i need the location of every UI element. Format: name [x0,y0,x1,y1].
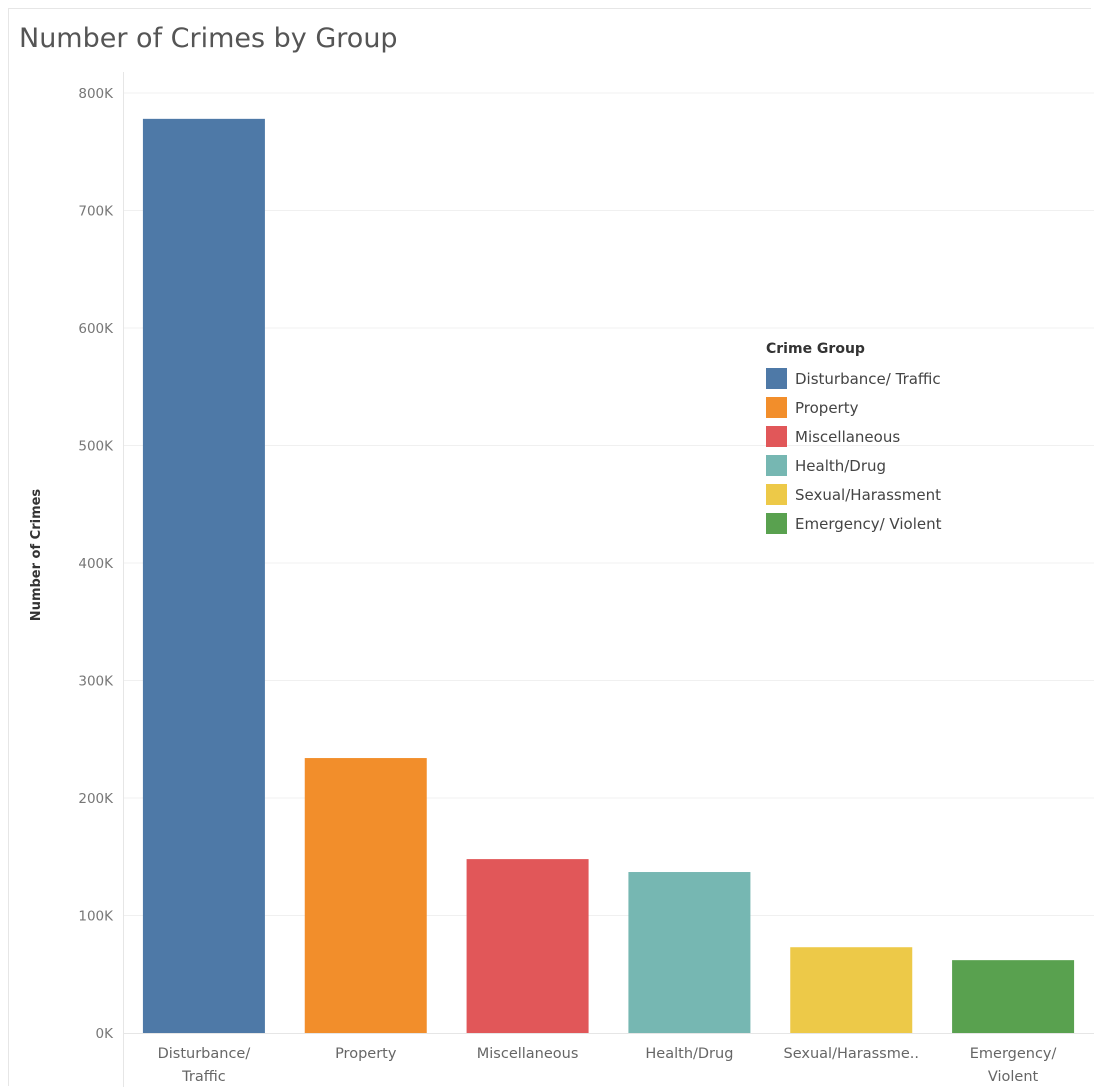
legend-swatch [766,455,787,476]
x-tick-label: Traffic [181,1069,226,1085]
legend-label: Emergency/ Violent [795,514,942,533]
legend-swatch [766,513,787,534]
legend-swatch [766,484,787,505]
y-axis-ticks: 0K 100K 200K 300K 400K 500K 600K 700K 800K [78,86,114,1042]
bar[interactable] [304,758,427,1033]
legend-item-health-drug[interactable]: Health/Drug [766,451,941,480]
bars [142,118,1075,1034]
bar[interactable] [466,859,589,1033]
legend-label: Property [795,398,859,417]
legend-item-sexual-harassment[interactable]: Sexual/Harassment [766,480,941,509]
legend-item-property[interactable]: Property [766,393,941,422]
x-tick-label: Sexual/Harassme.. [784,1046,919,1062]
x-tick-label: Health/Drug [645,1046,733,1062]
legend-swatch [766,397,787,418]
legend-swatch [766,368,787,389]
y-tick-label: 600K [78,321,114,337]
x-tick-label: Disturbance/ [158,1046,251,1062]
x-axis-labels: Disturbance/Traffic Property Miscellaneous… [158,1046,1057,1085]
y-tick-label: 700K [78,204,114,220]
legend-item-emergency-violent[interactable]: Emergency/ Violent [766,509,941,538]
y-tick-label: 400K [78,556,114,572]
y-tick-label: 300K [78,674,114,690]
legend-label: Sexual/Harassment [795,485,941,504]
legend-label: Disturbance/ Traffic [795,369,941,388]
bar[interactable] [142,118,265,1034]
legend-swatch [766,426,787,447]
chart-frame [8,8,1091,1086]
legend-label: Health/Drug [795,456,887,475]
y-tick-label: 100K [78,909,114,925]
y-axis-label: Number of Crimes [29,489,44,622]
x-tick-label: Emergency/ [970,1046,1057,1062]
y-tick-label: 500K [78,439,114,455]
legend-item-disturbance-traffic[interactable]: Disturbance/ Traffic [766,364,941,393]
bar[interactable] [790,947,913,1033]
x-tick-label: Property [335,1046,397,1062]
x-tick-label: Violent [988,1069,1039,1085]
bar[interactable] [952,960,1075,1033]
legend: Crime Group Disturbance/ Traffic Propert… [766,341,941,538]
y-tick-label: 200K [78,791,114,807]
legend-item-miscellaneous[interactable]: Miscellaneous [766,422,941,451]
legend-label: Miscellaneous [795,427,901,446]
legend-title: Crime Group [766,341,865,357]
chart-title: Number of Crimes by Group [19,23,398,54]
gridlines [123,92,1094,916]
bar[interactable] [628,872,751,1033]
y-tick-label: 0K [96,1026,115,1042]
y-tick-label: 800K [78,86,114,102]
x-tick-label: Miscellaneous [477,1046,579,1062]
